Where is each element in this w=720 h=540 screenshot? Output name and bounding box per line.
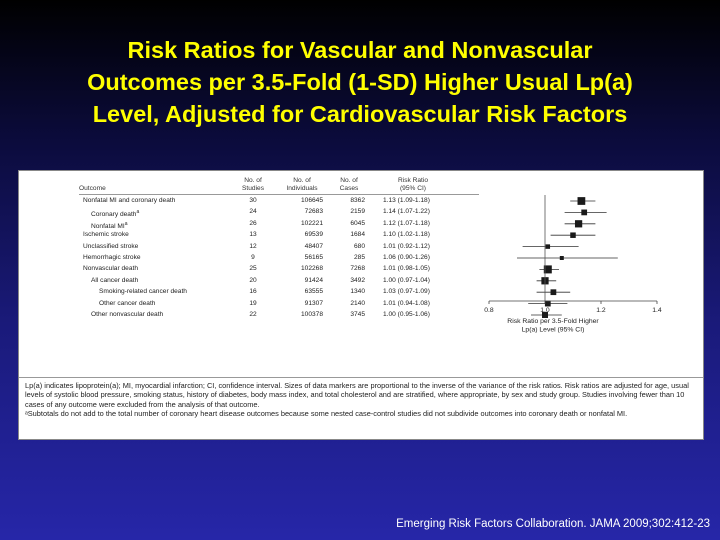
citation: Emerging Risk Factors Collaboration. JAM… (396, 518, 710, 530)
cases-value: 8362 (350, 197, 365, 204)
footnote-marker: a (124, 220, 128, 227)
cases-value: 2140 (350, 299, 365, 307)
individuals-value: 48407 (304, 242, 323, 250)
individuals-value: 63555 (304, 288, 323, 296)
risk-ratio-value: 1.01 (0.98-1.05) (383, 265, 430, 273)
studies-value: 22 (249, 311, 257, 318)
x-tick-label: 1.2 (596, 307, 606, 314)
header-cases: No. of Cases (339, 177, 359, 192)
studies-value: 16 (249, 288, 257, 296)
estimate-marker (550, 289, 557, 296)
cases-value: 1340 (350, 288, 365, 296)
risk-ratio-value: 1.01 (0.94-1.08) (383, 299, 430, 307)
x-tick-label: 1.0 (540, 307, 550, 314)
header-outcome: Outcome (79, 185, 106, 192)
cases-value: 2159 (350, 208, 365, 216)
outcome-label: Nonfatal MI and coronary death (83, 197, 176, 204)
individuals-value: 91424 (304, 276, 323, 284)
outcome-label: All cancer death (91, 276, 139, 284)
header-individuals: No. of Individuals (286, 177, 318, 192)
individuals-value: 106645 (300, 197, 323, 204)
studies-value: 12 (249, 242, 257, 250)
studies-value: 26 (249, 219, 257, 227)
risk-ratio-value: 1.12 (1.07-1.18) (383, 219, 430, 227)
outcome-label: Unclassified stroke (83, 242, 139, 250)
cases-value: 1684 (350, 231, 365, 239)
outcome-label: Smoking-related cancer death (99, 288, 187, 296)
individuals-value: 100378 (300, 311, 323, 318)
notes-abbreviations: Lp(a) indicates lipoprotein(a); MI, myoc… (25, 381, 689, 409)
outcome-label: Hemorrhagic stroke (83, 254, 141, 261)
studies-value: 24 (249, 208, 257, 216)
risk-ratio-value: 1.13 (1.09-1.18) (383, 197, 430, 204)
estimate-marker (559, 256, 564, 260)
estimate-marker (543, 265, 552, 274)
risk-ratio-value: 1.06 (0.90-1.26) (383, 254, 430, 261)
x-tick-label: 1.4 (652, 307, 662, 314)
studies-value: 25 (249, 265, 257, 273)
x-axis-label: Lp(a) Level (95% CI) (522, 327, 585, 334)
risk-ratio-value: 1.10 (1.02-1.18) (383, 231, 430, 239)
individuals-value: 102268 (300, 265, 323, 273)
outcome-label: Other cancer death (99, 299, 156, 307)
header-rule (79, 194, 479, 195)
notes-footnote-a: ᵃSubtotals do not add to the total numbe… (25, 408, 628, 418)
studies-value: 9 (251, 254, 255, 261)
estimate-marker (544, 300, 551, 307)
cases-value: 285 (353, 254, 365, 261)
slide-title: Risk Ratios for Vascular and Nonvascular… (87, 37, 633, 127)
estimate-marker (545, 244, 551, 249)
x-axis-label: Risk Ratio per 3.5-Fold Higher (507, 318, 599, 325)
individuals-value: 102221 (300, 219, 323, 227)
estimate-marker (570, 232, 576, 238)
header-studies: No. of Studies (242, 177, 264, 192)
studies-value: 30 (249, 197, 257, 204)
risk-ratio-value: 1.01 (0.92-1.12) (383, 242, 430, 250)
outcome-label: Nonfatal MIa (91, 220, 128, 230)
outcome-label: Coronary deatha (91, 209, 140, 219)
studies-value: 19 (249, 299, 257, 307)
figure-notes: Lp(a) indicates lipoprotein(a); MI, myoc… (19, 377, 703, 439)
x-tick-label: 0.8 (484, 307, 494, 314)
forest-plot: 0.8 1.0 1.2 1.4 Risk Ratio per 3.5-Fold High… (484, 195, 662, 334)
cases-value: 3745 (350, 311, 365, 318)
individuals-value: 69539 (304, 231, 323, 239)
estimate-marker (542, 312, 548, 318)
cases-value: 680 (353, 242, 365, 250)
outcome-label: Other nonvascular death (91, 311, 164, 318)
studies-value: 13 (249, 231, 257, 239)
outcome-label: Nonvascular death (83, 265, 138, 273)
estimate-marker (581, 209, 588, 216)
outcome-label: Ischemic stroke (83, 231, 129, 239)
individuals-value: 56165 (304, 254, 323, 261)
estimate-marker (577, 197, 586, 205)
risk-ratio-value: 1.03 (0.97-1.09) (383, 288, 430, 296)
cases-value: 7268 (350, 265, 365, 273)
individuals-value: 91307 (304, 299, 323, 307)
header-risk-ratio: Risk Ratio (95% CI) (397, 177, 429, 192)
cases-value: 3492 (350, 276, 365, 284)
estimate-marker (574, 220, 583, 228)
forest-plot-figure: Outcome No. of Studies No. of Individual… (18, 170, 704, 440)
individuals-value: 72683 (304, 208, 323, 216)
risk-ratio-value: 1.00 (0.97-1.04) (383, 276, 430, 284)
studies-value: 20 (249, 276, 257, 284)
risk-ratio-value: 1.14 (1.07-1.22) (383, 208, 430, 216)
risk-ratio-value: 1.00 (0.95-1.06) (383, 311, 430, 318)
footnote-marker: a (136, 209, 140, 216)
cases-value: 6045 (350, 219, 365, 227)
